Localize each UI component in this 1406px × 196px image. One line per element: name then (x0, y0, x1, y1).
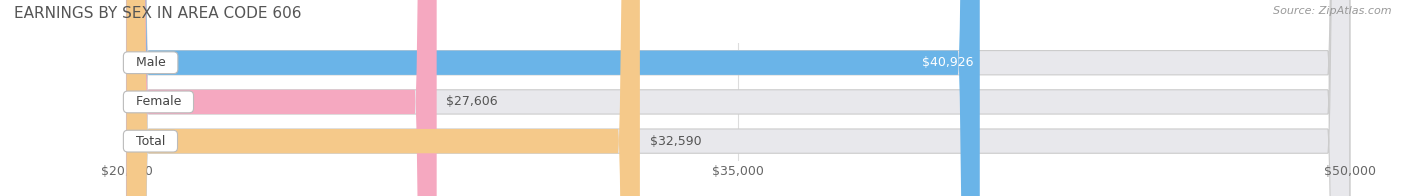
FancyBboxPatch shape (127, 0, 1350, 196)
Text: Female: Female (128, 95, 190, 108)
FancyBboxPatch shape (127, 0, 1350, 196)
FancyBboxPatch shape (127, 0, 980, 196)
FancyBboxPatch shape (127, 0, 437, 196)
Text: Male: Male (128, 56, 173, 69)
Text: $27,606: $27,606 (447, 95, 498, 108)
FancyBboxPatch shape (127, 0, 1350, 196)
Text: $32,590: $32,590 (650, 135, 702, 148)
Text: Source: ZipAtlas.com: Source: ZipAtlas.com (1274, 6, 1392, 16)
Text: Total: Total (128, 135, 173, 148)
FancyBboxPatch shape (127, 0, 640, 196)
Text: $40,926: $40,926 (922, 56, 974, 69)
Text: EARNINGS BY SEX IN AREA CODE 606: EARNINGS BY SEX IN AREA CODE 606 (14, 6, 301, 21)
